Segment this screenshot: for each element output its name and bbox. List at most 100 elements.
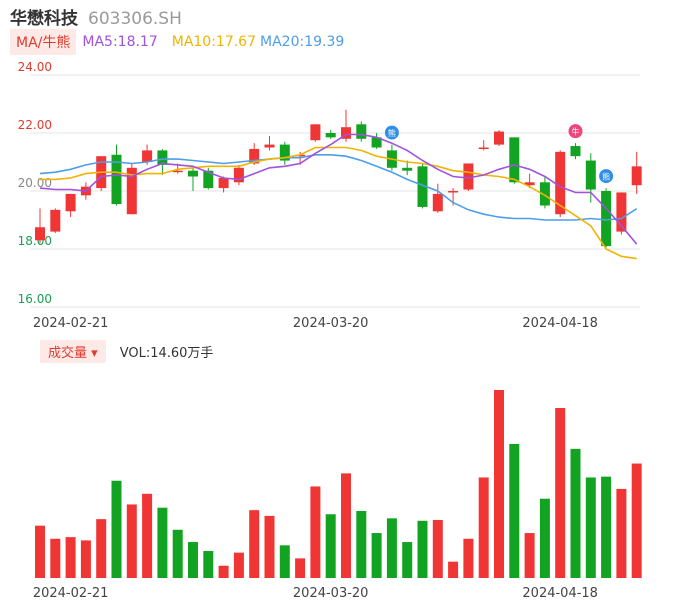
candle-body bbox=[570, 146, 581, 157]
volume-legend: 成交量 ▾ VOL:14.60万手 bbox=[40, 339, 214, 363]
volume-bar bbox=[111, 480, 122, 578]
volume-bar bbox=[172, 529, 183, 578]
candle-body bbox=[478, 147, 489, 149]
bear-marker-icon bbox=[599, 169, 614, 184]
candle-body bbox=[264, 144, 275, 148]
volume-bar bbox=[539, 498, 550, 578]
volume-bar bbox=[555, 407, 566, 578]
volume-bar bbox=[386, 518, 397, 578]
volume-bar bbox=[432, 519, 443, 578]
candle-body bbox=[631, 166, 642, 186]
y-tick-label: 18.00 bbox=[18, 234, 52, 248]
candle-body bbox=[35, 227, 45, 241]
volume-bar bbox=[80, 540, 91, 578]
candle-body bbox=[509, 137, 520, 183]
bear-marker-label: 熊 bbox=[388, 128, 396, 138]
y-tick-label: 22.00 bbox=[18, 118, 52, 132]
candle-body bbox=[616, 192, 627, 232]
candle-body bbox=[279, 144, 290, 161]
ma-toggle-button[interactable]: MA/牛熊 bbox=[10, 29, 77, 55]
stock-code: 603306.SH bbox=[88, 9, 182, 29]
stock-header: 华懋科技 603306.SH bbox=[10, 4, 182, 29]
candle-body bbox=[601, 191, 612, 247]
candle-body bbox=[157, 150, 168, 165]
volume-x-tick-label: 2024-04-18 bbox=[522, 586, 598, 601]
bull-marker-label: 牛 bbox=[572, 127, 580, 137]
volume-bar bbox=[310, 486, 321, 578]
candle-body bbox=[142, 150, 153, 162]
ma20-value: MA20:19.39 bbox=[260, 34, 345, 50]
ma5-value: MA5:18.17 bbox=[82, 34, 158, 50]
volume-toggle-label: 成交量 bbox=[48, 345, 88, 361]
y-tick-label: 16.00 bbox=[18, 292, 52, 306]
volume-bar bbox=[570, 448, 581, 578]
volume-bar bbox=[417, 520, 428, 578]
candle-body bbox=[172, 170, 183, 173]
volume-bar bbox=[203, 551, 214, 578]
ma5-line bbox=[39, 133, 638, 245]
volume-x-tick-label: 2024-02-21 bbox=[33, 586, 109, 601]
candle-body bbox=[218, 177, 229, 189]
volume-bar bbox=[65, 537, 76, 578]
candle-body bbox=[233, 167, 244, 183]
candle-body bbox=[448, 191, 459, 193]
volume-bar bbox=[601, 476, 612, 578]
bear-marker-icon bbox=[384, 125, 399, 140]
volume-bar bbox=[188, 542, 198, 578]
ma10-line bbox=[40, 146, 637, 260]
candle-body bbox=[432, 193, 443, 212]
ma20-line bbox=[39, 154, 638, 221]
volume-bar bbox=[35, 525, 45, 578]
candle-body bbox=[65, 193, 76, 212]
volume-bar bbox=[616, 488, 627, 578]
volume-bar bbox=[96, 519, 107, 578]
volume-bar bbox=[524, 533, 535, 578]
candle-body bbox=[126, 167, 137, 215]
x-tick-label: 2024-03-20 bbox=[293, 316, 369, 331]
candle-body bbox=[203, 170, 214, 189]
stock-name: 华懋科技 bbox=[10, 9, 78, 29]
bear-marker-label: 熊 bbox=[602, 172, 610, 182]
candle-body bbox=[249, 148, 260, 164]
volume-bar bbox=[264, 515, 275, 578]
ma10-value: MA10:17.67 bbox=[171, 34, 257, 50]
volume-bar bbox=[218, 565, 229, 578]
volume-bar bbox=[50, 538, 61, 578]
volume-bar bbox=[249, 510, 260, 578]
volume-bar bbox=[371, 533, 382, 578]
x-tick-label: 2024-02-21 bbox=[33, 316, 109, 331]
candle-body bbox=[341, 127, 351, 139]
volume-bar bbox=[142, 493, 153, 578]
candle-body bbox=[417, 166, 428, 207]
volume-bar bbox=[126, 504, 137, 578]
candle-body bbox=[539, 182, 550, 206]
volume-bar bbox=[509, 443, 520, 578]
volume-bar bbox=[295, 558, 306, 578]
candle-body bbox=[310, 124, 321, 141]
volume-bar bbox=[448, 561, 459, 578]
ma-legend: MA/牛熊 MA5:18.17 MA10:17.67 MA20:19.39 bbox=[10, 29, 345, 55]
candle-body bbox=[371, 137, 382, 148]
volume-bar bbox=[356, 510, 367, 578]
volume-bar bbox=[157, 507, 168, 578]
candle-body bbox=[325, 133, 336, 138]
volume-bar bbox=[233, 552, 244, 578]
volume-toggle-button[interactable]: 成交量 ▾ bbox=[40, 339, 106, 363]
candle-body bbox=[402, 167, 413, 171]
volume-bar bbox=[463, 538, 474, 578]
volume-bar bbox=[585, 477, 596, 578]
volume-bar bbox=[279, 545, 290, 578]
candle-body bbox=[494, 131, 504, 145]
y-tick-label: 20.00 bbox=[18, 176, 52, 190]
candle-body bbox=[111, 154, 122, 205]
volume-bar bbox=[341, 473, 351, 578]
candle-body bbox=[524, 182, 535, 186]
volume-value: VOL:14.60万手 bbox=[119, 345, 214, 361]
volume-bar bbox=[631, 463, 642, 578]
volume-bar bbox=[325, 514, 336, 578]
candle-body bbox=[50, 209, 61, 232]
volume-bar bbox=[478, 477, 489, 578]
candle-body bbox=[555, 151, 566, 215]
x-tick-label: 2024-04-18 bbox=[522, 316, 598, 331]
